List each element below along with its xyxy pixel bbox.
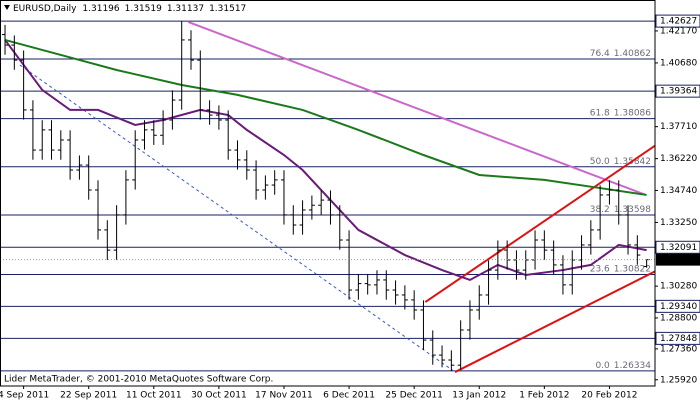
x-tick-label: 20 Feb 2012: [581, 391, 637, 401]
y-tick-label: 1.28800: [660, 313, 697, 323]
trendline: [19, 64, 456, 373]
moving-average: [4, 38, 647, 196]
header-open: 1.31196: [82, 4, 119, 14]
x-tick-label: 25 Dec 2011: [385, 391, 443, 401]
trendline: [424, 144, 655, 303]
plot-frame: [0, 0, 656, 387]
symbol: EURUSD,Daily: [13, 4, 77, 14]
x-tick-label: 30 Oct 2011: [191, 391, 247, 401]
fib-label: 50.01.35842: [590, 156, 651, 166]
trendline: [187, 20, 646, 196]
level-box: [655, 331, 700, 345]
footer-text: Lider MetaTrader, © 2001-2010 MetaQuotes…: [4, 375, 273, 385]
y-tick-label: 1.33250: [660, 218, 697, 228]
moving-average: [4, 39, 647, 282]
y-tick-label: 1.42170: [660, 26, 697, 36]
fib-label: 76.4 1.40862: [590, 48, 651, 58]
header-close: 1.31517: [209, 4, 246, 14]
fib-level: 0.0: [595, 360, 610, 370]
header-icon: [4, 5, 10, 10]
fib-label: 61.8 1.38086: [590, 108, 652, 118]
header: EURUSD,Daily 1.31196 1.31519 1.31137 1.31517: [4, 4, 246, 14]
y-tick-label: 1.34740: [660, 186, 697, 196]
x-tick-label: 17 Nov 2011: [255, 391, 313, 401]
y-tick-label: 1.25920: [660, 375, 697, 385]
fib-price: 1.26334: [614, 360, 651, 370]
fib-price: 1.40862: [614, 48, 651, 58]
current-price-label: 1.31517: [660, 255, 697, 265]
level-label: 1.39364: [660, 87, 697, 97]
level-label: 1.27848: [660, 334, 697, 344]
y-tick-label: 1.37710: [660, 122, 697, 132]
x-tick-label: 6 Dec 2011: [323, 391, 375, 401]
x-tick-label: 1 Feb 2012: [519, 391, 569, 401]
y-tick-label: 1.30280: [660, 282, 697, 292]
level-label: 1.29340: [660, 302, 697, 312]
y-tick-label: 1.36220: [660, 154, 697, 164]
y-tick-label: 1.40680: [660, 58, 697, 68]
level-box: [655, 84, 700, 98]
fib-level: 23.6: [590, 264, 610, 274]
x-tick-label: 4 Sep 2011: [0, 391, 49, 401]
level-box: [655, 14, 700, 28]
y-tick-label: 1.27360: [660, 344, 697, 354]
level-label: 1.32091: [660, 243, 697, 253]
trendline: [454, 270, 655, 373]
fib-label: 0.0 1.26334: [595, 360, 651, 370]
fib-price: 1.38086: [614, 108, 651, 118]
fib-label: 23.6 1.30822: [590, 264, 651, 274]
header-high: 1.31519: [125, 4, 162, 14]
level-label: 1.42627: [660, 17, 697, 27]
fib-price: 1.30822: [614, 264, 651, 274]
header-low: 1.31137: [167, 4, 204, 14]
x-tick-label: 13 Jan 2012: [452, 391, 506, 401]
fib-level: 61.8: [590, 108, 610, 118]
plot-area: 76.4 1.40862 61.8 1.38086 50.01.35842 38.21.3…: [0, 20, 655, 373]
fib-price: 1.33598: [614, 204, 651, 214]
current-price-box: [656, 253, 700, 266]
x-tick-label: 22 Sep 2011: [60, 391, 117, 401]
level-box: [655, 299, 700, 313]
fib-level: 76.4: [590, 48, 610, 58]
level-box: [655, 240, 700, 254]
x-tick-label: 11 Oct 2011: [126, 391, 182, 401]
header-text: EURUSD,Daily 1.31196 1.31519 1.31137 1.31517: [13, 4, 246, 14]
fib-label: 38.21.33598: [590, 204, 652, 214]
fib-level: 50.0: [590, 156, 610, 166]
